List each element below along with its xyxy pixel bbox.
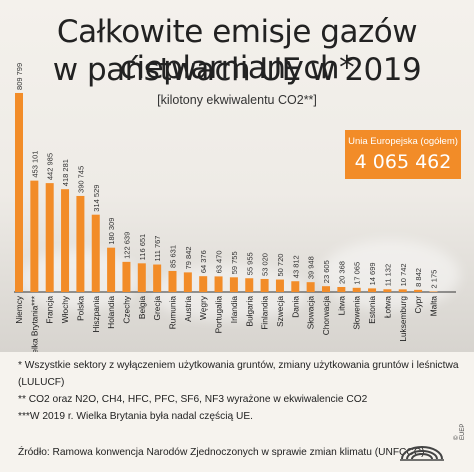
category-label: Irlandia <box>229 296 239 324</box>
footnote-3: ***W 2019 r. Wielka Brytania była nadal … <box>18 411 253 422</box>
category-label: Grecja <box>152 296 162 321</box>
bar-value-label: 442 985 <box>46 153 55 180</box>
bar <box>352 287 361 292</box>
bar-value-label: 8 842 <box>414 268 423 287</box>
bar-value-label: 14 699 <box>368 262 377 285</box>
bar-value-label: 11 132 <box>383 264 392 286</box>
bar-value-label: 122 639 <box>122 232 131 259</box>
category-label: Chorwacja <box>321 296 331 336</box>
bar <box>414 289 423 292</box>
category-label: Malta <box>428 296 438 317</box>
bar <box>245 278 254 292</box>
category-label: Portugalia <box>214 296 224 334</box>
category-label: Belgia <box>137 296 147 319</box>
category-label: Łotwa <box>382 296 392 319</box>
category-label: Czechy <box>121 295 131 324</box>
bar <box>275 279 284 292</box>
footnote-2: ** CO2 oraz N2O, CH4, HFC, PFC, SF6, NF3… <box>18 394 368 405</box>
bar <box>306 282 315 292</box>
page-subtitle: [kilotony ekwiwalentu CO2**] <box>157 93 317 107</box>
category-label: Szwecja <box>275 296 285 327</box>
bar <box>61 189 70 292</box>
cloud-decoration <box>320 240 460 310</box>
category-label: Słowacja <box>306 296 316 330</box>
bar-value-label: 55 955 <box>245 252 254 275</box>
footnotes: * Wszystkie sektory z wyłączeniem użytko… <box>18 357 474 425</box>
bar-value-label: 63 470 <box>215 250 224 273</box>
bar-value-label: 111 767 <box>153 236 162 262</box>
category-label: Węgry <box>198 295 208 320</box>
bar-value-label: 23 605 <box>322 260 331 283</box>
category-label: Wielka Brytania*** <box>29 295 39 352</box>
bar <box>383 289 392 292</box>
bar <box>368 288 377 292</box>
category-label: Luksemburg <box>398 296 408 342</box>
bar-value-label: 43 812 <box>291 255 300 278</box>
bar-value-label: 50 720 <box>276 254 285 277</box>
bar <box>15 92 23 292</box>
bar <box>76 195 85 292</box>
bar-value-label: 17 065 <box>353 262 362 285</box>
bar <box>153 264 162 292</box>
bar-value-label: 10 742 <box>399 263 408 286</box>
bar <box>214 276 223 292</box>
bar-value-label: 20 368 <box>337 261 346 284</box>
footnote-1: * Wszystkie sektory z wyłączeniem użytko… <box>18 360 459 388</box>
category-label: Francja <box>45 296 55 324</box>
category-label: Bułgaria <box>244 296 254 327</box>
bar-value-label: 809 799 <box>15 63 24 90</box>
bar-value-label: 39 948 <box>307 256 316 279</box>
category-label: Niemcy <box>14 295 24 324</box>
bar <box>137 263 146 292</box>
eu-total-value: 4 065 462 <box>354 151 452 173</box>
category-label: Hiszpania <box>91 296 101 333</box>
bar <box>429 291 438 292</box>
bar-value-label: 2 175 <box>429 270 438 289</box>
bar <box>45 183 54 292</box>
bar <box>199 276 208 292</box>
source-note: Źródło: Ramowa konwencja Narodów Zjednoc… <box>18 447 425 458</box>
bar-chart: 809 799 Niemcy 453 101 Wielka Brytania*** 44… <box>14 63 456 352</box>
bar <box>260 278 269 292</box>
credit: © EUEP <box>454 423 466 440</box>
bar-value-label: 390 745 <box>76 166 85 193</box>
category-label: Holandia <box>106 296 116 329</box>
bar-value-label: 314 529 <box>92 185 101 212</box>
european-parliament-logo <box>400 446 444 461</box>
bar-value-label: 59 755 <box>230 251 239 274</box>
category-label: Finlandia <box>260 296 270 330</box>
category-label: Polska <box>75 296 85 321</box>
bar-value-label: 453 101 <box>30 151 39 178</box>
bar-value-label: 418 281 <box>61 159 70 186</box>
bar <box>91 214 100 292</box>
bar-value-label: 53 020 <box>261 253 270 276</box>
page-title-line1: Całkowite emisje gazów cieplarnianych* <box>56 14 418 86</box>
bar <box>183 272 192 292</box>
category-label: Estonia <box>367 296 377 324</box>
category-label: Cypr <box>413 296 423 314</box>
category-label: Austria <box>183 296 193 322</box>
category-label: Włochy <box>60 295 70 323</box>
bar <box>322 286 330 292</box>
page-title-line2: w państwach UE w 2019 <box>52 52 422 88</box>
category-label: Rumunia <box>168 296 178 330</box>
eu-total-label: Unia Europejska (ogółem) <box>348 136 458 147</box>
bar-value-label: 180 309 <box>107 218 116 245</box>
bar <box>122 261 131 292</box>
bar-value-label: 79 842 <box>184 246 193 269</box>
category-label: Litwa <box>336 296 346 316</box>
eu-total-box: Unia Europejska (ogółem) 4 065 462 <box>345 130 461 179</box>
bar <box>107 247 116 292</box>
bar-value-label: 116 651 <box>138 234 147 261</box>
bar-value-label: 85 631 <box>169 245 178 268</box>
bar <box>337 286 346 292</box>
bar <box>291 281 300 292</box>
bar-value-label: 64 376 <box>199 250 208 273</box>
category-label: Dania <box>290 296 300 318</box>
bar <box>30 180 39 292</box>
bar <box>398 289 407 292</box>
category-label: Słowenia <box>352 296 362 330</box>
bar <box>168 270 177 292</box>
bar <box>229 277 238 292</box>
